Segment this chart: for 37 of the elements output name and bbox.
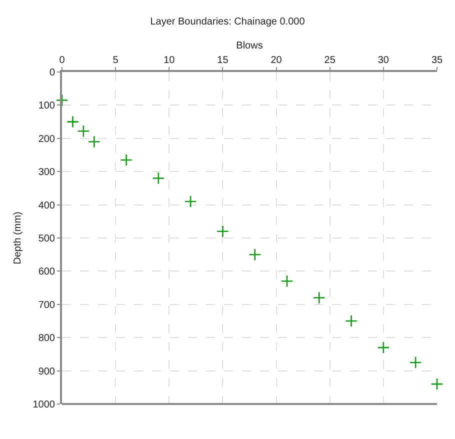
point xyxy=(216,225,229,238)
point xyxy=(377,341,390,354)
y-tick-label: 500 xyxy=(38,234,56,244)
x-tick-label: 20 xyxy=(270,55,282,66)
x-tick-label: 10 xyxy=(164,55,176,66)
point xyxy=(248,248,262,261)
point xyxy=(66,116,79,128)
y-tick-label: 400 xyxy=(38,200,56,212)
y-axis-title: Depth (mm) xyxy=(12,212,24,264)
point xyxy=(88,135,100,148)
point xyxy=(345,314,358,328)
y-tick-label: 200 xyxy=(38,134,56,145)
point xyxy=(312,292,326,304)
x-axis-title: Blows xyxy=(236,40,263,52)
chart-title: Layer Boundaries: Chainage 0.000 xyxy=(150,16,306,28)
x-tick-label: 30 xyxy=(378,55,390,66)
x-tick-label: 25 xyxy=(324,55,336,66)
y-tick-label: 600 xyxy=(38,266,56,278)
y-tick-label: 100 xyxy=(38,100,56,112)
x-tick-label: 5 xyxy=(112,55,119,66)
point xyxy=(152,172,165,184)
point xyxy=(430,378,444,390)
x-tick-label: 35 xyxy=(431,55,443,66)
y-tick-label: 900 xyxy=(38,366,56,378)
x-tick-label: 15 xyxy=(217,55,229,66)
y-tick-label: 700 xyxy=(38,300,56,311)
point xyxy=(77,124,90,138)
x-tick-label: 0 xyxy=(59,55,66,66)
point xyxy=(120,154,133,166)
y-tick-label: 1000 xyxy=(32,400,56,410)
point xyxy=(409,356,422,369)
point xyxy=(184,195,197,208)
y-tick-label: 800 xyxy=(38,333,56,344)
point xyxy=(280,274,294,288)
y-tick-label: 300 xyxy=(38,167,56,178)
point xyxy=(56,94,68,106)
y-tick-label: 0 xyxy=(49,68,56,78)
